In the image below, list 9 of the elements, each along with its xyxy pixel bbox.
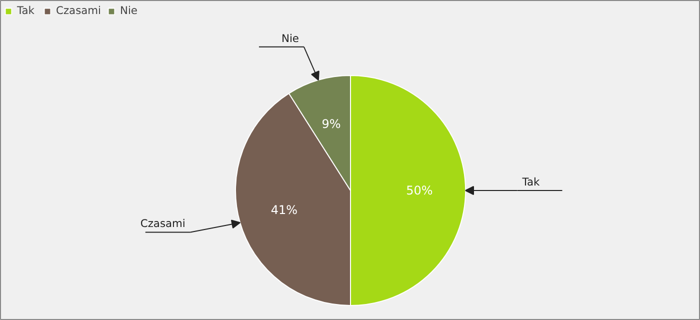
slice-label: Nie: [281, 32, 299, 45]
legend-label: Nie: [120, 4, 138, 17]
slice-label: Czasami: [140, 217, 186, 230]
legend-label: Tak: [17, 4, 36, 17]
slice-label: Tak: [521, 176, 541, 188]
data-label: 9%: [322, 117, 341, 132]
legend-label: Czasami: [56, 4, 101, 17]
data-label: 50%: [406, 184, 433, 198]
data-label: 41%: [270, 202, 298, 217]
